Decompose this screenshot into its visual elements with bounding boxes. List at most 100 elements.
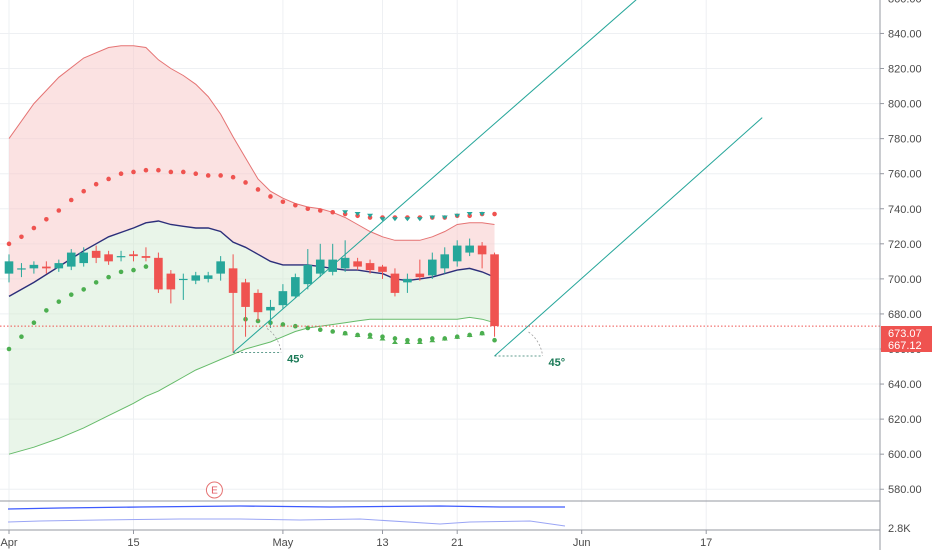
price-tick-label: 680.00 bbox=[888, 309, 922, 321]
sar-dot-lower bbox=[31, 320, 37, 326]
candle-body[interactable] bbox=[216, 261, 225, 274]
candle-body[interactable] bbox=[415, 273, 425, 278]
sar-dot-lower bbox=[317, 327, 323, 333]
candle-body[interactable] bbox=[179, 278, 188, 281]
candle-body[interactable] bbox=[428, 259, 437, 276]
candle-body[interactable] bbox=[266, 306, 275, 311]
price-axis-bg bbox=[880, 0, 932, 550]
candle-body[interactable] bbox=[228, 268, 238, 293]
sar-dot-lower bbox=[392, 336, 398, 341]
sar-dot-upper bbox=[56, 208, 62, 213]
candle-body[interactable] bbox=[42, 266, 51, 269]
time-axis[interactable]: Apr 15 May 13 21 Jun 17 bbox=[0, 530, 712, 549]
sar-dot-upper bbox=[218, 173, 223, 178]
signal-arrow-down bbox=[429, 215, 436, 220]
candle-body[interactable] bbox=[154, 257, 163, 290]
candle-body[interactable] bbox=[104, 254, 113, 262]
sar-dot-upper bbox=[68, 197, 74, 203]
candle-body[interactable] bbox=[378, 266, 387, 272]
price-tick-label: 860.00 bbox=[888, 0, 922, 5]
sar-dot-upper bbox=[193, 171, 199, 176]
sar-dot-upper bbox=[230, 174, 236, 180]
price-tick-label: 820.00 bbox=[888, 64, 922, 76]
candle-body[interactable] bbox=[253, 292, 263, 313]
price-tick-label: 840.00 bbox=[888, 28, 922, 40]
sar-dot-upper bbox=[118, 171, 124, 176]
trend-lines[interactable]: 45° 45° bbox=[232, 0, 763, 369]
price-tag-bg bbox=[881, 326, 932, 340]
sar-dot-upper bbox=[293, 202, 298, 208]
angle-label: 45° bbox=[287, 354, 304, 366]
sar-dot-upper bbox=[19, 234, 24, 240]
candle-body[interactable] bbox=[141, 256, 151, 258]
candle-body[interactable] bbox=[91, 250, 101, 258]
candle-body[interactable] bbox=[303, 264, 313, 285]
sar-dot-lower bbox=[118, 269, 124, 275]
price-tag: 667.12 bbox=[881, 338, 932, 352]
candle-body[interactable] bbox=[353, 261, 362, 267]
price-axis[interactable]: 860.00 840.00 820.00 800.00 780.00 760.00 740.… bbox=[879, 0, 932, 550]
moving-average bbox=[8, 220, 495, 298]
price-tick-label: 600.00 bbox=[888, 449, 922, 461]
candle-body[interactable] bbox=[66, 252, 76, 267]
price-tick-label: 720.00 bbox=[888, 239, 922, 251]
price-tick-label: 580.00 bbox=[888, 484, 922, 496]
sar-dot-upper bbox=[131, 169, 136, 175]
price-tick-label: 620.00 bbox=[888, 414, 922, 426]
candle-body[interactable] bbox=[403, 278, 412, 283]
signal-arrow-up bbox=[429, 338, 436, 343]
signal-arrow-up bbox=[441, 336, 448, 341]
upper-band-line bbox=[8, 45, 495, 241]
candle-body[interactable] bbox=[291, 277, 300, 297]
candle-body[interactable] bbox=[166, 273, 176, 290]
sar-dot-lower bbox=[131, 267, 136, 273]
sar-dot-lower bbox=[305, 325, 311, 331]
sar-dot-upper bbox=[168, 169, 174, 175]
candle-body[interactable] bbox=[340, 257, 350, 269]
candle-body[interactable] bbox=[4, 261, 14, 274]
signal-arrow-up bbox=[379, 336, 386, 341]
price-tag-label: 673.07 bbox=[888, 328, 922, 340]
candle-body[interactable] bbox=[116, 256, 126, 258]
upper-band-fill bbox=[9, 45, 495, 297]
candle-body[interactable] bbox=[241, 282, 250, 307]
indicator-line-secondary bbox=[7, 518, 566, 527]
earnings-marker[interactable]: E bbox=[205, 481, 223, 499]
earnings-icon[interactable] bbox=[205, 481, 223, 499]
sar-dot-upper bbox=[106, 176, 111, 182]
signal-arrow-up bbox=[416, 339, 423, 344]
candle-body[interactable] bbox=[29, 264, 39, 269]
candle-body[interactable] bbox=[490, 254, 499, 327]
sar-dot-upper bbox=[492, 211, 497, 217]
price-tick-label: 800.00 bbox=[888, 99, 922, 111]
signal-arrow-up bbox=[479, 331, 486, 336]
sar-dot-upper bbox=[143, 167, 149, 173]
sar-dot-upper bbox=[243, 180, 248, 185]
candle-body[interactable] bbox=[129, 254, 138, 257]
candle-body[interactable] bbox=[17, 268, 26, 270]
candle-body[interactable] bbox=[278, 291, 288, 306]
candle-body[interactable] bbox=[365, 263, 375, 271]
price-tag-bg bbox=[881, 338, 932, 352]
candles[interactable] bbox=[4, 238, 499, 353]
candle-body[interactable] bbox=[203, 275, 213, 279]
candle-body[interactable] bbox=[465, 245, 474, 253]
time-tick-label: 17 bbox=[700, 537, 712, 549]
sar-dot-upper bbox=[6, 241, 12, 247]
candle-body[interactable] bbox=[79, 252, 88, 264]
sar-dot-upper bbox=[156, 167, 161, 173]
trend-line[interactable] bbox=[232, 0, 638, 353]
candle-body[interactable] bbox=[477, 245, 487, 255]
candle-body[interactable] bbox=[452, 245, 462, 262]
price-tick-label: 700.00 bbox=[888, 274, 922, 286]
candle-body[interactable] bbox=[440, 254, 450, 269]
sar-dot-upper bbox=[31, 225, 37, 231]
candle-body[interactable] bbox=[54, 263, 64, 269]
candle-body[interactable] bbox=[191, 275, 201, 281]
trend-line[interactable] bbox=[494, 117, 763, 357]
candle-body[interactable] bbox=[315, 259, 325, 274]
time-tick-label: Jun bbox=[573, 537, 591, 549]
candle-body[interactable] bbox=[390, 273, 400, 293]
